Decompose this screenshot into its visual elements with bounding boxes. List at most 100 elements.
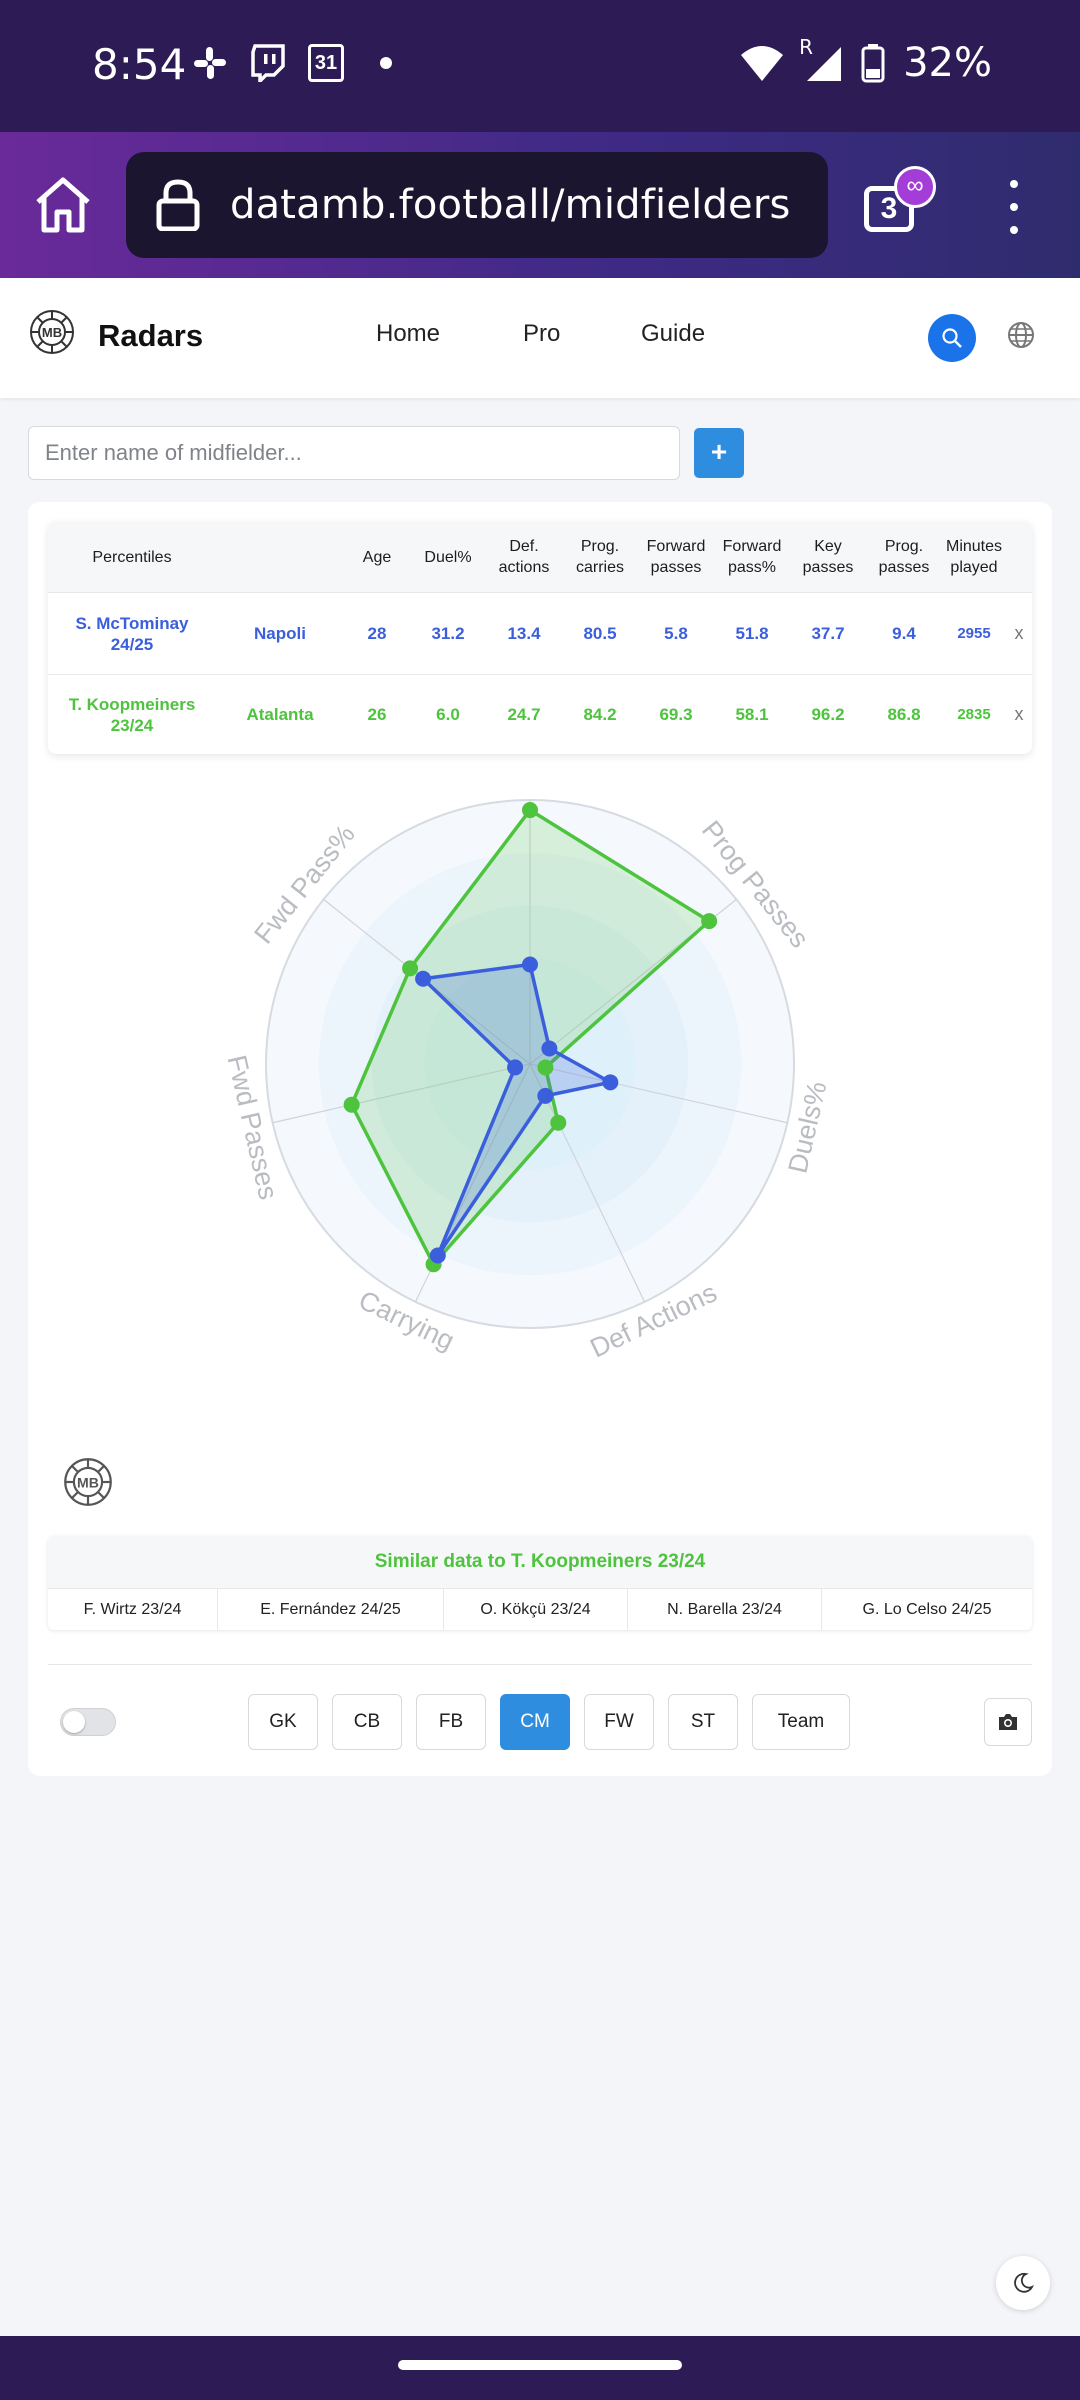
radar-card: Percentiles Age Duel% Def. actions Prog.…: [28, 502, 1052, 1776]
percentiles-table: Percentiles Age Duel% Def. actions Prog.…: [48, 522, 1032, 754]
similar-item[interactable]: E. Fernández 24/25: [218, 1588, 444, 1630]
similar-players: Similar data to T. Koopmeiners 23/24 F. …: [48, 1536, 1032, 1630]
home-icon[interactable]: [32, 174, 94, 236]
player-name[interactable]: S. McTominay 24/25: [75, 613, 189, 654]
radar-series-area: [421, 962, 613, 1258]
watermark-logo: MB: [62, 1456, 114, 1508]
notification-dot-icon: [380, 57, 392, 69]
position-button-cb[interactable]: CB: [332, 1694, 402, 1750]
minutes-value: 2835: [957, 706, 991, 723]
radar-point: [429, 1247, 446, 1264]
header-prog-carries: Prog. carries: [575, 538, 624, 576]
address-bar[interactable]: datamb.football/midfielders: [126, 152, 828, 258]
logo[interactable]: MB: [28, 308, 76, 356]
similar-title: Similar data to T. Koopmeiners 23/24: [48, 1536, 1032, 1588]
radar-spoke: [529, 1063, 788, 1124]
radar-point: [537, 1087, 554, 1104]
nav-guide[interactable]: Guide: [641, 320, 706, 347]
prog-carries-value: 84.2: [583, 705, 617, 724]
divider: [48, 1664, 1032, 1665]
similar-item[interactable]: G. Lo Celso 24/25: [822, 1588, 1032, 1630]
lock-icon: [156, 179, 200, 231]
overflow-menu-icon[interactable]: [1004, 180, 1024, 234]
site-header: MB Radars Home Pro Guide: [0, 278, 1080, 398]
radar-point: [550, 1114, 567, 1131]
remove-player-button[interactable]: x: [1014, 623, 1024, 643]
search-button[interactable]: [928, 314, 976, 362]
radar-point: [402, 960, 419, 977]
position-button-st[interactable]: ST: [668, 1694, 738, 1750]
browser-toolbar: datamb.football/midfielders 3 ∞: [0, 132, 1080, 278]
similar-item[interactable]: F. Wirtz 23/24: [48, 1588, 218, 1630]
header-minutes: Minutes played: [945, 538, 1003, 576]
player-name[interactable]: T. Koopmeiners 23/24: [68, 694, 196, 735]
radar-spoke: [272, 1063, 531, 1124]
duel-value: 31.2: [431, 624, 465, 643]
remove-player-button[interactable]: x: [1014, 704, 1024, 724]
duel-value: 6.0: [436, 705, 460, 724]
moon-icon: [1014, 2272, 1034, 2293]
radar-point: [415, 970, 432, 987]
similar-item[interactable]: O. Kökçü 23/24: [444, 1588, 628, 1630]
calendar-icon: 31: [308, 44, 344, 82]
radar-point: [522, 956, 538, 973]
roaming-indicator: R: [799, 35, 813, 59]
minutes-value: 2955: [957, 625, 991, 642]
dark-mode-button[interactable]: [996, 2256, 1050, 2310]
wifi-icon: [741, 46, 784, 81]
brand-title[interactable]: Radars: [98, 318, 204, 353]
nav-pro[interactable]: Pro: [523, 320, 561, 347]
team-name: Atalanta: [246, 705, 314, 724]
nav-home[interactable]: Home: [376, 320, 441, 347]
header-fwd-pass-pct: Forward pass%: [722, 538, 782, 576]
midfielder-search-input[interactable]: [28, 426, 680, 480]
notification-icons: 31: [192, 44, 392, 82]
prog-carries-value: 80.5: [583, 624, 617, 643]
radar-point: [507, 1059, 524, 1076]
screenshot-button[interactable]: [984, 1698, 1032, 1746]
similar-item[interactable]: N. Barella 23/24: [628, 1588, 822, 1630]
prog-passes-value: 9.4: [892, 624, 916, 643]
search-icon: [942, 328, 962, 348]
watermark-logo-text: MB: [77, 1474, 99, 1490]
twitch-icon: [251, 44, 285, 82]
add-player-button[interactable]: +: [694, 428, 744, 478]
position-button-fb[interactable]: FB: [416, 1694, 486, 1750]
age-value: 26: [367, 705, 387, 724]
radar-spoke: [529, 1063, 646, 1303]
tabs-button[interactable]: 3 ∞: [862, 166, 936, 234]
position-button-cm[interactable]: CM: [500, 1694, 570, 1750]
battery-icon: [861, 44, 885, 83]
fwd-passes-value: 69.3: [659, 705, 693, 724]
position-button-team[interactable]: Team: [752, 1694, 850, 1750]
prog-passes-value: 86.8: [887, 705, 921, 724]
radar-series-area: [349, 808, 711, 1267]
table-header-row: Percentiles Age Duel% Def. actions Prog.…: [48, 522, 1032, 592]
def-actions-value: 24.7: [507, 705, 541, 724]
header-team: [216, 522, 344, 592]
header-def-actions: Def. actions: [498, 538, 550, 576]
cell-signal-icon: R: [799, 35, 843, 83]
radar-point: [343, 1096, 360, 1113]
fwd-passes-value: 5.8: [664, 624, 688, 643]
age-value: 28: [367, 624, 387, 643]
camera-icon: [999, 1714, 1017, 1730]
radar-point: [541, 1040, 558, 1057]
logo-text: MB: [42, 325, 62, 340]
tab-count: 3: [864, 186, 914, 232]
home-gesture-handle[interactable]: [398, 2360, 682, 2370]
radar-point: [701, 913, 718, 930]
header-fwd-passes: Forward passes: [646, 538, 706, 576]
fwd-pass-pct-value: 58.1: [735, 705, 769, 724]
key-passes-value: 37.7: [811, 624, 845, 643]
position-button-gk[interactable]: GK: [248, 1694, 318, 1750]
globe-icon[interactable]: [1006, 320, 1036, 350]
incognito-badge-icon: ∞: [894, 166, 936, 208]
header-percentiles: Percentiles: [92, 548, 172, 566]
display-toggle[interactable]: [60, 1708, 116, 1736]
position-button-fw[interactable]: FW: [584, 1694, 654, 1750]
header-remove: [1006, 522, 1032, 592]
table-row: S. McTominay 24/25 Napoli 28 31.2 13.4 8…: [48, 592, 1032, 674]
radar-point: [602, 1074, 619, 1091]
